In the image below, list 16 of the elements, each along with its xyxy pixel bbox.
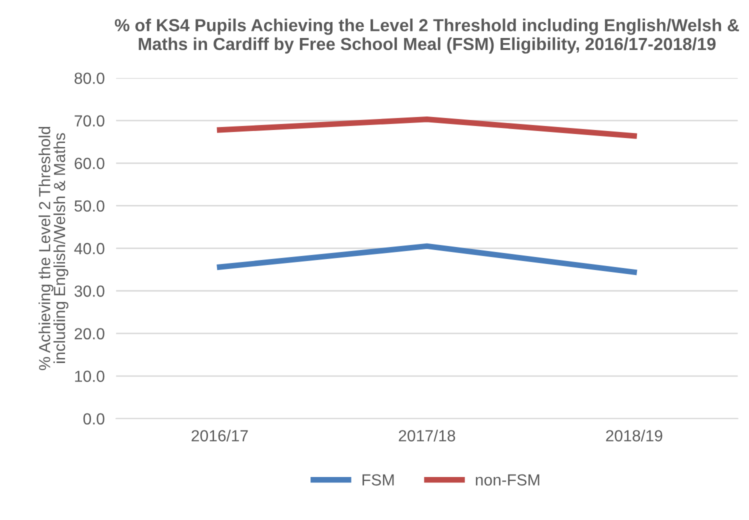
y-axis-title: % Achieving the Level 2 Threshold including English/Welsh & Maths — [38, 126, 68, 370]
y-tick-label: 40.0 — [74, 242, 104, 254]
chart-title: % of KS4 Pupils Achieving the Level 2 Threshold including English/Welsh & Maths in Cardiff by Free School Meal (FSM) Eligibility, 2016/17-2018/19 — [114, 18, 739, 54]
y-tick-label: 70.0 — [74, 115, 104, 127]
y-tick-label: 0.0 — [83, 413, 104, 425]
y-tick-label: 50.0 — [74, 200, 104, 212]
legend-label: non-FSM — [476, 474, 540, 486]
y-tick-label: 80.0 — [74, 72, 104, 84]
x-tick-label: 2017/18 — [398, 430, 456, 442]
x-tick-label: 2018/19 — [606, 430, 662, 442]
legend-label: FSM — [362, 474, 394, 486]
y-tick-label: 60.0 — [74, 158, 104, 170]
x-tick-label: 2016/17 — [192, 430, 248, 442]
y-tick-label: 20.0 — [74, 328, 104, 340]
y-tick-label: 10.0 — [75, 370, 104, 382]
y-tick-label: 30.0 — [74, 286, 104, 297]
